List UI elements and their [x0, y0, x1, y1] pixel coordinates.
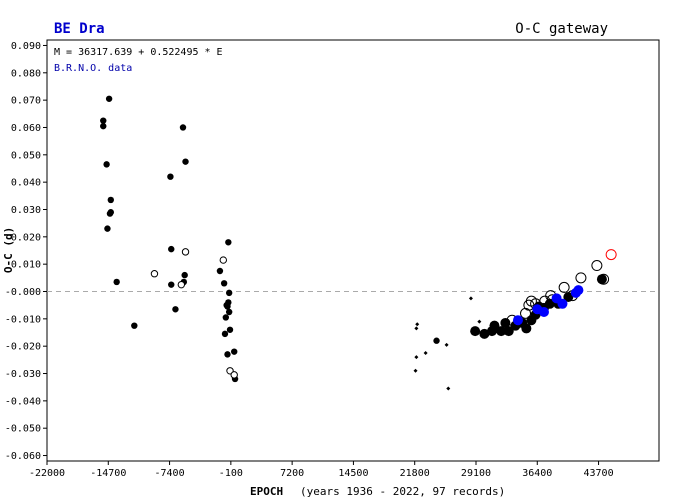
- y-tick-label: -0.060: [5, 451, 41, 462]
- data-point: [489, 320, 500, 331]
- data-point: [446, 386, 451, 391]
- data-point: [224, 303, 231, 310]
- data-point: [225, 289, 233, 297]
- data-point: [503, 326, 514, 337]
- data-point: [225, 308, 233, 316]
- y-tick-label: 0.020: [11, 232, 41, 243]
- data-point: [414, 326, 419, 331]
- data-point: [605, 249, 617, 261]
- data-point: [433, 337, 440, 344]
- data-point: [225, 239, 232, 246]
- data-point: [182, 158, 189, 165]
- data-point: [230, 371, 238, 379]
- data-point: [512, 315, 523, 326]
- y-tick-label: 0.040: [11, 178, 41, 189]
- data-point: [168, 281, 175, 288]
- data-point: [444, 342, 449, 347]
- data-point: [477, 319, 482, 324]
- x-tick-label: 7200: [280, 468, 304, 479]
- data-point: [558, 281, 570, 293]
- x-tick-label: 43700: [584, 468, 614, 479]
- data-point: [103, 161, 110, 168]
- x-axis-ticks: -22000 -14700 -7400 -100 7200 14500 21800 29100…: [29, 461, 614, 479]
- data-point: [413, 368, 418, 373]
- data-point: [168, 245, 175, 253]
- data-point: [500, 317, 511, 328]
- data-points: [100, 95, 617, 391]
- y-tick-label: 0.050: [11, 150, 41, 161]
- y-tick-label: 0.030: [11, 205, 41, 216]
- data-point: [414, 355, 419, 360]
- x-tick-label: 29100: [461, 468, 491, 479]
- y-tick-label: -0.000: [5, 287, 41, 298]
- data-point: [179, 124, 187, 131]
- data-point: [131, 322, 138, 329]
- y-tick-label: -0.040: [5, 396, 41, 407]
- service-title: O-C gateway: [515, 21, 608, 37]
- data-point: [222, 314, 230, 321]
- data-point: [539, 295, 551, 307]
- data-point: [423, 351, 428, 356]
- x-tick-label: -7400: [155, 468, 185, 479]
- y-tick-label: -0.020: [5, 342, 41, 353]
- x-tick-label: 14500: [338, 468, 368, 479]
- x-axis-note: (years 1936 - 2022, 97 records): [300, 485, 505, 498]
- data-point: [521, 323, 532, 334]
- y-tick-label: 0.060: [11, 123, 41, 134]
- y-tick-label: -0.010: [5, 314, 41, 325]
- data-point: [415, 322, 420, 327]
- data-point: [105, 95, 113, 102]
- data-point: [106, 210, 114, 217]
- y-axis-ticks: 0.090 0.080 0.070 0.060 0.050 0.040 0.030 0.020…: [5, 41, 47, 462]
- y-tick-label: 0.080: [11, 68, 41, 79]
- y-axis-label: O-C (d): [2, 227, 15, 273]
- data-point: [591, 260, 603, 272]
- data-point: [226, 326, 234, 333]
- x-tick-label: 21800: [400, 468, 430, 479]
- data-point: [557, 298, 568, 309]
- y-tick-label: 0.010: [11, 260, 41, 271]
- y-tick-label: 0.070: [11, 96, 41, 107]
- data-source-text: B.R.N.O. data: [54, 63, 132, 74]
- data-point: [104, 225, 111, 232]
- x-tick-label: -22000: [29, 468, 65, 479]
- data-point: [113, 278, 120, 286]
- data-point: [167, 173, 174, 180]
- data-point: [575, 272, 587, 284]
- data-point: [150, 270, 159, 278]
- data-point: [563, 291, 574, 302]
- data-point: [181, 271, 188, 279]
- data-point: [538, 307, 549, 318]
- ephemeris-text: M = 36317.639 + 0.522495 * E: [54, 47, 223, 58]
- data-point: [220, 280, 228, 287]
- data-point: [221, 330, 229, 338]
- x-tick-label: -100: [219, 468, 243, 479]
- data-point: [172, 306, 179, 313]
- y-tick-label: -0.030: [5, 369, 41, 380]
- data-point: [219, 256, 227, 264]
- x-axis-label: EPOCH: [250, 485, 283, 498]
- data-point: [107, 196, 115, 204]
- data-point: [470, 326, 481, 337]
- y-tick-label: 0.090: [11, 41, 41, 52]
- star-name-title: BE Dra: [54, 21, 105, 37]
- x-tick-label: 36400: [522, 468, 552, 479]
- x-tick-label: -14700: [90, 468, 126, 479]
- plot-frame: [46, 39, 660, 462]
- data-point: [216, 267, 224, 275]
- data-point: [479, 328, 490, 339]
- data-point: [573, 285, 584, 296]
- data-point: [224, 351, 231, 358]
- data-point: [598, 273, 610, 285]
- data-point: [468, 296, 473, 301]
- data-point: [231, 348, 238, 355]
- data-point: [100, 117, 107, 124]
- data-point: [181, 248, 190, 256]
- data-point: [100, 122, 107, 130]
- data-point: [177, 280, 186, 289]
- y-tick-label: -0.050: [5, 424, 41, 435]
- data-point: [496, 326, 507, 337]
